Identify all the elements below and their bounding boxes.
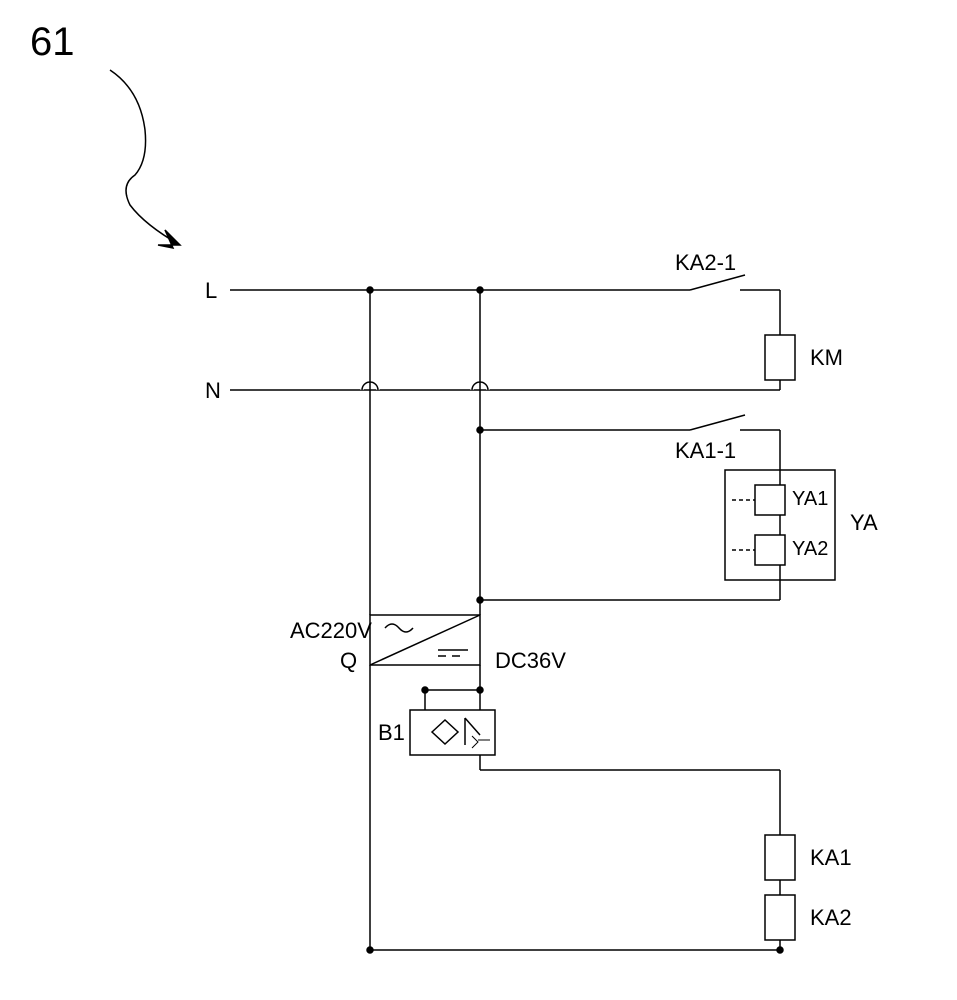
label-YA1: YA1: [792, 488, 828, 511]
label-KM: KM: [810, 345, 843, 371]
figure-ref-label: 61: [30, 20, 75, 65]
label-YA: YA: [850, 510, 878, 536]
label-B1: B1: [378, 720, 405, 746]
label-Q: Q: [340, 648, 357, 674]
label-YA2: YA2: [792, 538, 828, 561]
label-N: N: [205, 378, 221, 404]
label-DC36V: DC36V: [495, 648, 566, 674]
label-KA2-1: KA2-1: [675, 250, 736, 276]
label-KA1-1: KA1-1: [675, 438, 736, 464]
label-AC220V: AC220V: [290, 618, 372, 644]
label-L: L: [205, 278, 217, 304]
label-KA1: KA1: [810, 845, 852, 871]
label-KA2: KA2: [810, 905, 852, 931]
